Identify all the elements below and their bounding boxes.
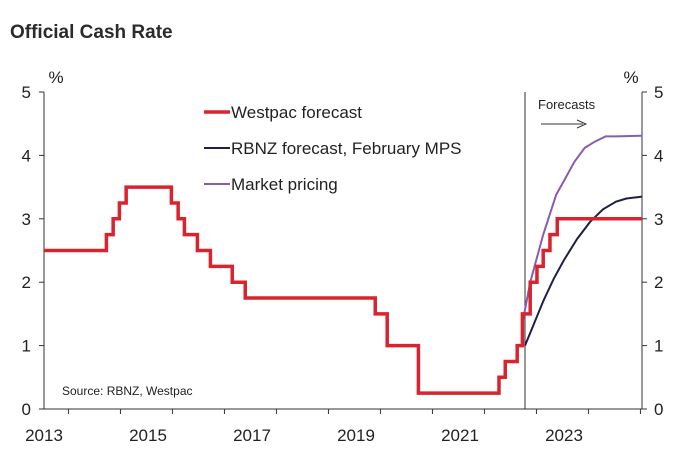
x-tick-label: 2015	[129, 426, 167, 445]
y-tick-label-right: 4	[654, 146, 663, 165]
y-tick-label-right: 5	[654, 83, 663, 102]
x-tick-label: 2017	[233, 426, 271, 445]
y-tick-label-left: 5	[22, 83, 31, 102]
y-tick-label-left: 3	[22, 210, 31, 229]
y-tick-label-left: 0	[22, 400, 31, 419]
x-tick-label: 2013	[25, 426, 63, 445]
y-tick-label-left: 4	[22, 146, 31, 165]
x-tick-label: 2023	[545, 426, 583, 445]
y-tick-label-right: 0	[654, 400, 663, 419]
y-unit-left: %	[48, 68, 63, 87]
y-unit-right: %	[623, 68, 638, 87]
rbnz-forecast-line	[524, 195, 643, 346]
forecasts-label: Forecasts	[538, 97, 596, 112]
legend-rbnz-label: RBNZ forecast, February MPS	[231, 139, 462, 158]
y-tick-label-right: 3	[654, 210, 663, 229]
y-tick-label-left: 1	[22, 337, 31, 356]
chart-title: Official Cash Rate	[10, 22, 173, 43]
x-tick-label: 2021	[441, 426, 479, 445]
westpac-forecast-line	[44, 185, 642, 395]
legend-westpac-label: Westpac forecast	[231, 103, 362, 122]
forecasts-arrow-head	[576, 119, 588, 129]
source-note: Source: RBNZ, Westpac	[62, 384, 193, 398]
y-tick-label-right: 2	[654, 273, 663, 292]
legend-market-label: Market pricing	[231, 175, 338, 194]
y-tick-label-right: 1	[654, 337, 663, 356]
y-tick-label-left: 2	[22, 273, 31, 292]
x-tick-label: 2019	[337, 426, 375, 445]
market-pricing-line	[521, 134, 643, 324]
